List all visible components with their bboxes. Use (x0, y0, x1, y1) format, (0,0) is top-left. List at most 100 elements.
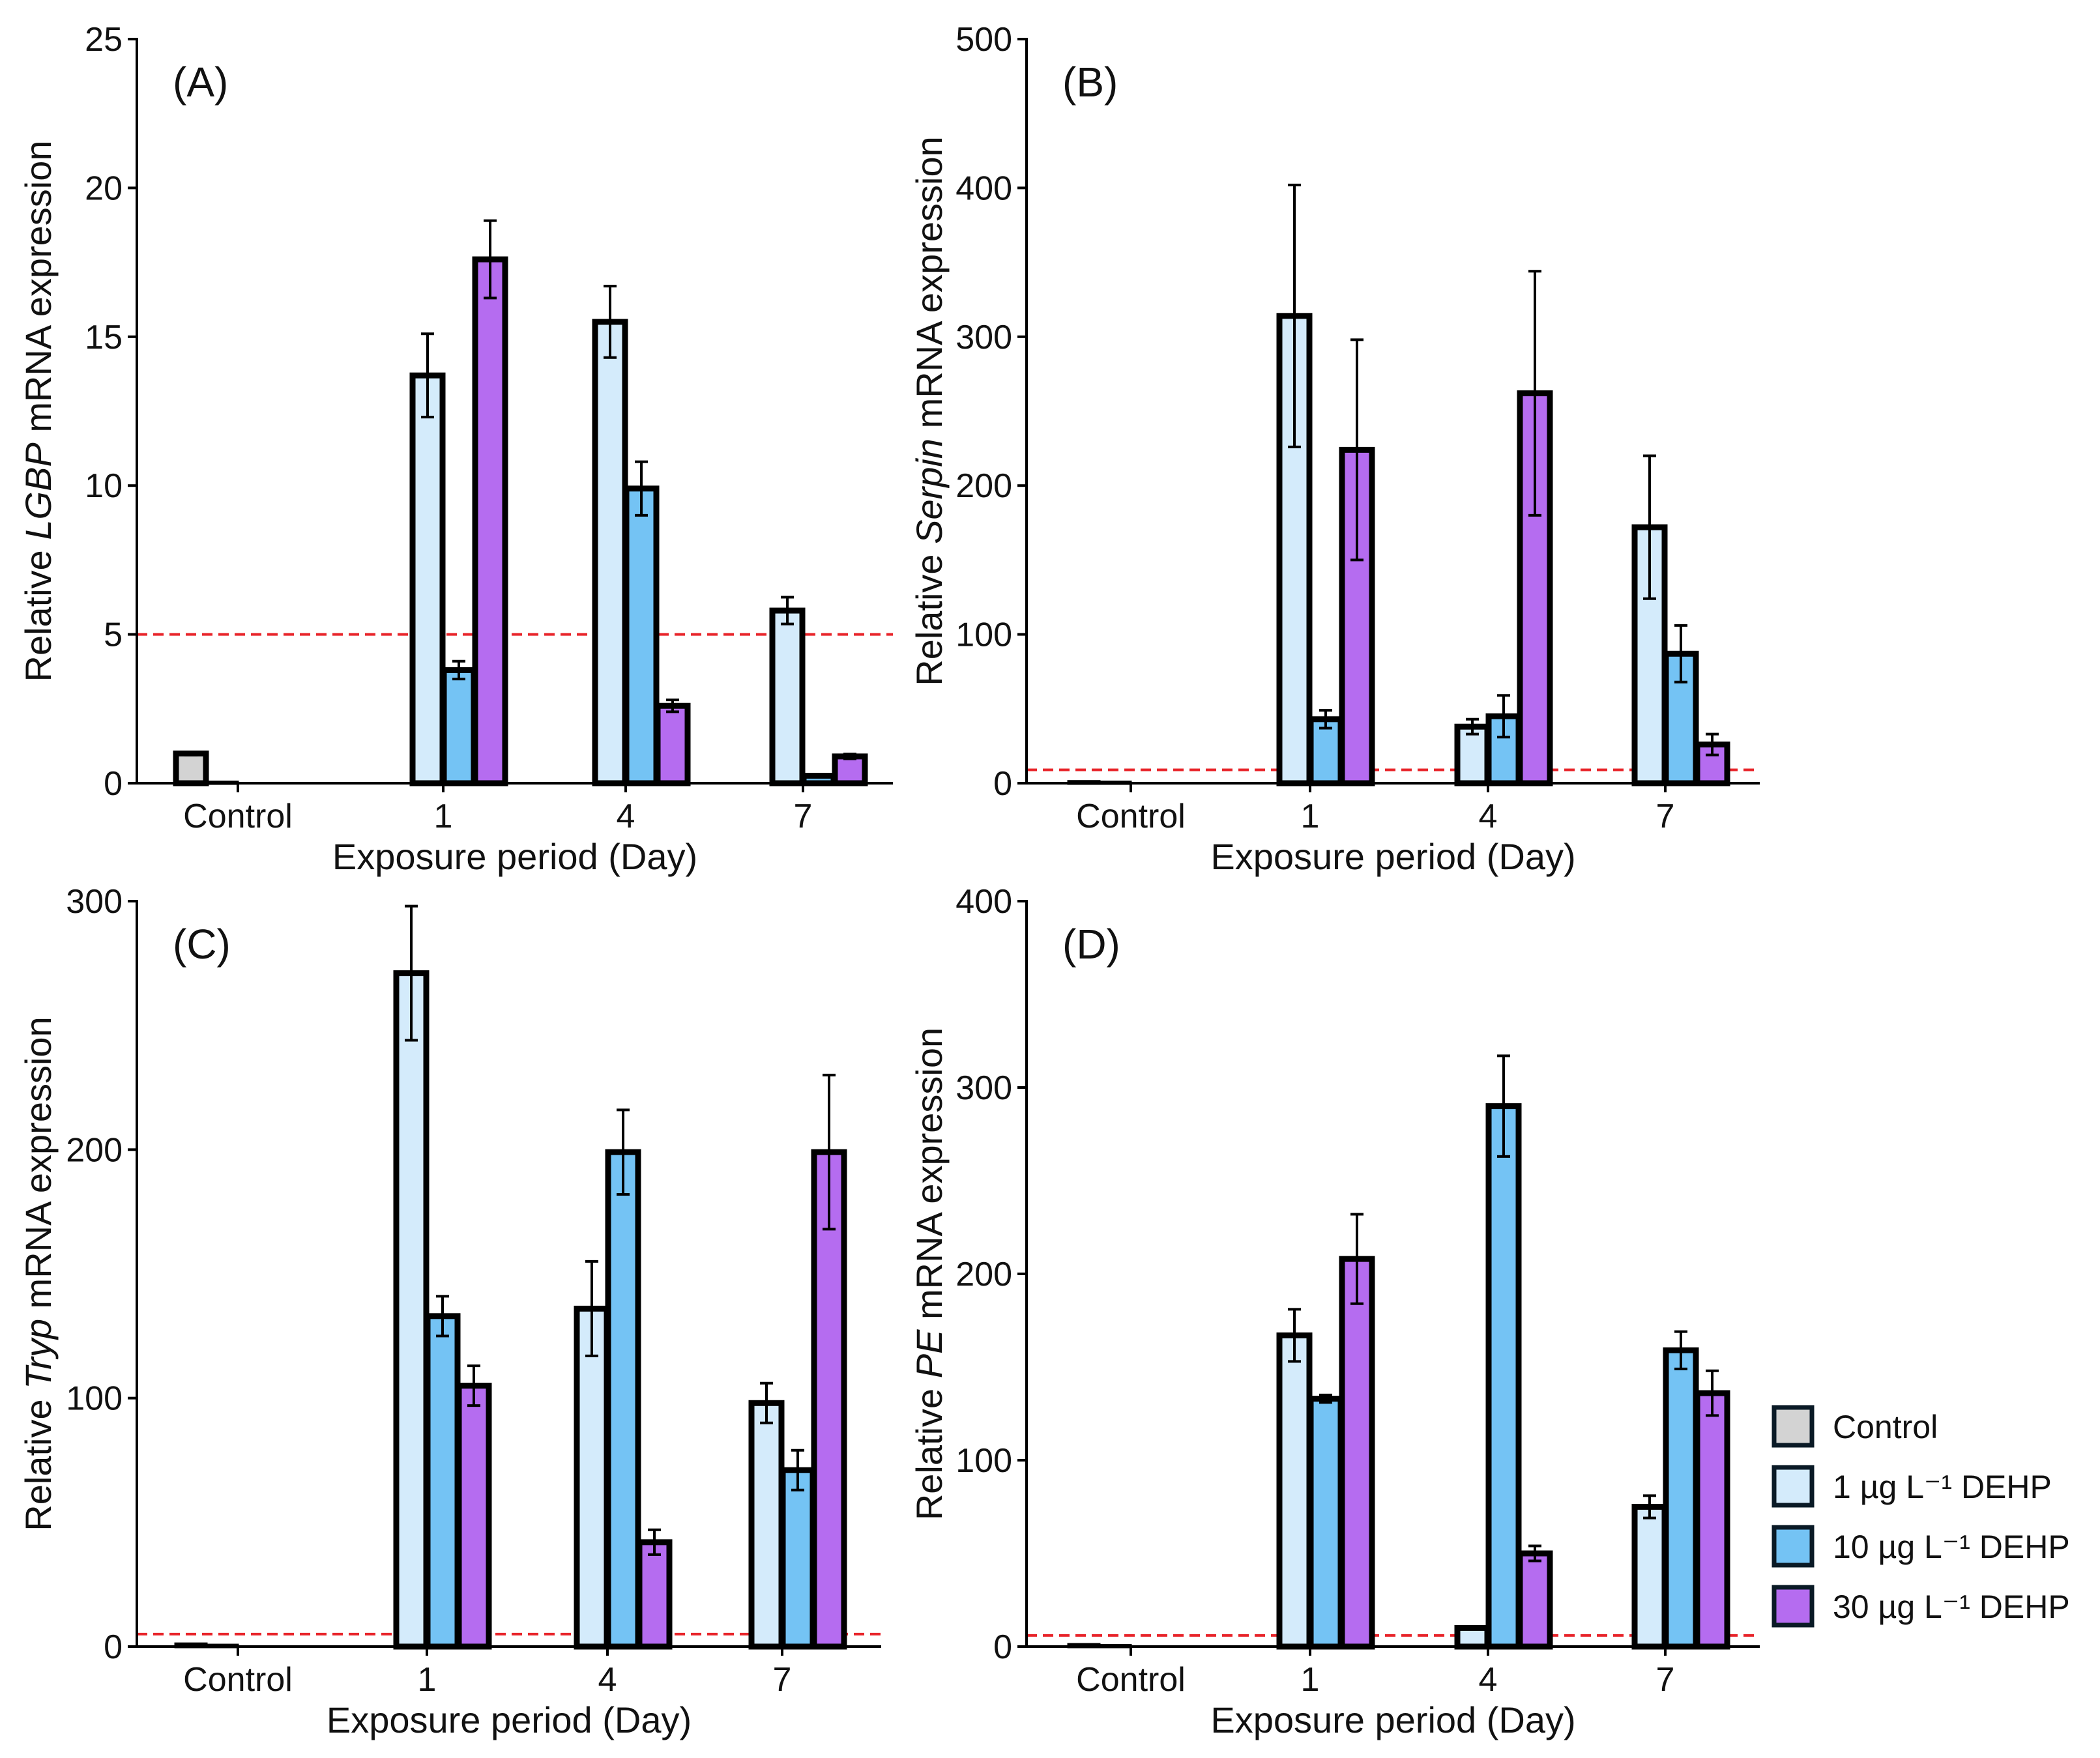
y-tick-label: 20 (85, 169, 123, 207)
x-axis-label: Exposure period (Day) (327, 1699, 692, 1740)
y-tick-label: 100 (66, 1380, 123, 1418)
x-tick-label: 7 (1656, 798, 1675, 835)
bar (472, 256, 508, 786)
y-tick-label: 0 (104, 765, 123, 803)
x-axis-label: Exposure period (Day) (332, 836, 697, 877)
x-tick-label: Control (183, 1661, 293, 1699)
error-bar (1674, 624, 1687, 684)
legend-label: 1 µg L⁻¹ DEHP (1833, 1469, 2052, 1505)
y-tick-label: 100 (955, 616, 1012, 654)
legend-label: Control (1833, 1409, 1938, 1445)
error-bar (791, 1448, 804, 1491)
x-tick-label: 1 (418, 1661, 437, 1699)
bar (1307, 716, 1344, 786)
error-bar (1706, 732, 1719, 757)
panel-label: (B) (1062, 59, 1118, 106)
bar (748, 1400, 785, 1650)
y-tick-label: 15 (85, 319, 123, 356)
bar (780, 1467, 816, 1650)
error-bar (781, 596, 794, 626)
y-tick-label: 200 (955, 467, 1012, 505)
y-axis-label: Relative PE mRNA expression (909, 1028, 950, 1520)
legend-item: 1 µg L⁻¹ DEHP (1772, 1465, 2052, 1508)
error-bar (1466, 717, 1479, 736)
x-tick-label: 7 (794, 798, 813, 835)
y-tick-label: 5 (104, 616, 123, 654)
y-tick-label: 200 (955, 1256, 1012, 1293)
error-bar (1497, 694, 1510, 739)
x-tick-label: 1 (1301, 1661, 1320, 1699)
x-tick-label: 4 (598, 1661, 617, 1699)
error-bar (648, 1528, 661, 1556)
x-tick-label: 1 (1301, 798, 1320, 835)
panel-label: (A) (173, 59, 228, 106)
bar (173, 750, 209, 786)
y-tick-label: 300 (955, 1069, 1012, 1107)
x-tick-label: 4 (1479, 798, 1498, 835)
error-bar (436, 1295, 449, 1338)
bar (456, 1383, 492, 1650)
bar (574, 1305, 610, 1650)
bar (623, 485, 660, 786)
error-bar (1706, 1369, 1719, 1417)
y-tick-label: 10 (85, 467, 123, 505)
chart-panel-a: 0 5 10 15 20 25 Control 1 4 7 Exposure period (Day… (18, 21, 893, 877)
error-bar (1350, 338, 1364, 562)
legend-swatch (1772, 1585, 1815, 1628)
error-bar (1350, 1213, 1364, 1305)
y-tick-label: 200 (66, 1131, 123, 1169)
error-bar (1288, 1308, 1301, 1363)
bar (393, 970, 430, 1650)
x-tick-label: 4 (1479, 1661, 1498, 1699)
error-bar (823, 1073, 836, 1231)
y-axis-label: Relative Serpin mRNA expression (909, 136, 950, 685)
legend-swatch (1772, 1465, 1815, 1508)
chart-panel-d: 0 100 200 300 400 Control 1 4 7 Exposure period (… (909, 883, 1760, 1740)
bar (1694, 1390, 1730, 1650)
x-axis-label: Exposure period (Day) (1210, 1699, 1575, 1740)
error-bar (812, 773, 825, 779)
y-tick-label: 0 (993, 1628, 1012, 1666)
bar (1276, 1332, 1313, 1650)
error-bar (484, 219, 497, 300)
chart-panel-b: 0 100 200 300 400 500 Control 1 4 7 Exposure perio… (909, 21, 1760, 877)
error-bar (1643, 1494, 1656, 1520)
error-bar (1497, 1054, 1510, 1158)
x-tick-label: 1 (434, 798, 453, 835)
bar (1663, 1347, 1699, 1650)
bar (592, 319, 628, 786)
bar (441, 667, 477, 786)
error-bar (421, 332, 434, 419)
legend-label: 30 µg L⁻¹ DEHP (1833, 1589, 2070, 1625)
y-tick-label: 100 (955, 1442, 1012, 1480)
error-bar (1528, 270, 1541, 517)
error-bar (1319, 709, 1332, 730)
error-bar (843, 753, 856, 760)
bar (769, 607, 806, 786)
y-axis-label: Relative Tryp mRNA expression (18, 1016, 59, 1531)
x-tick-label: Control (1076, 798, 1186, 835)
x-axis-label: Exposure period (Day) (1210, 836, 1575, 877)
bar (1454, 1624, 1491, 1650)
error-bar (1288, 183, 1301, 448)
x-tick-label: 7 (773, 1661, 792, 1699)
legend-swatch (1772, 1525, 1815, 1568)
error-bar (585, 1260, 598, 1357)
bar (605, 1149, 641, 1650)
panel-label: (C) (173, 921, 231, 968)
y-tick-label: 300 (955, 319, 1012, 356)
bar (654, 702, 691, 786)
panel-label: (D) (1062, 921, 1120, 968)
bar (409, 372, 446, 786)
legend: Control 1 µg L⁻¹ DEHP 10 µg L⁻¹ DEHP 30 µg … (1772, 1405, 2070, 1628)
x-tick-label: Control (1076, 1661, 1186, 1699)
error-bar (1319, 1393, 1332, 1404)
y-tick-label: 25 (85, 21, 123, 59)
legend-swatch (1772, 1405, 1815, 1448)
legend-label: 10 µg L⁻¹ DEHP (1833, 1529, 2070, 1565)
bar (1485, 1103, 1522, 1650)
bar (424, 1313, 461, 1650)
y-tick-label: 0 (104, 1628, 123, 1666)
